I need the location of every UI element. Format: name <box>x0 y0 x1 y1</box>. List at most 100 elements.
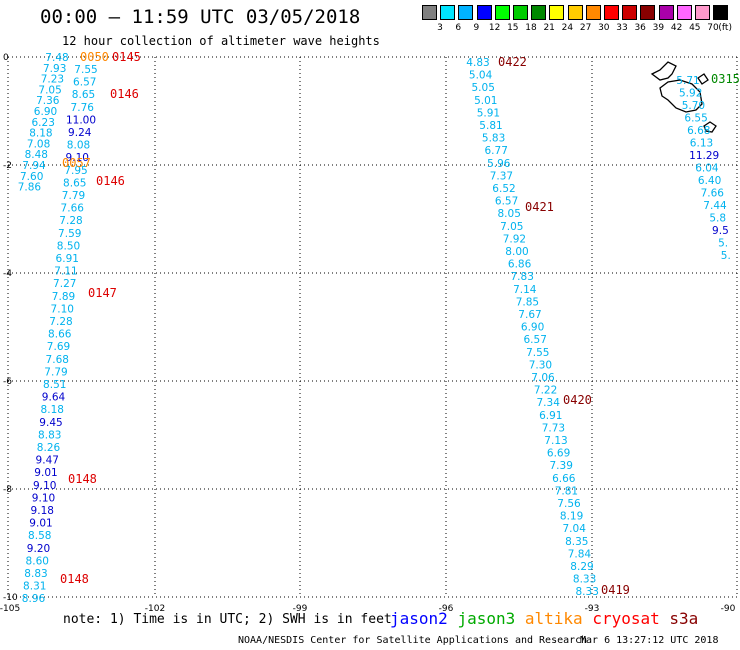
swh-value: 4.83 <box>466 57 489 69</box>
swh-value: 5.01 <box>474 95 497 107</box>
pass-time-label: 0148 <box>68 472 97 486</box>
swh-value: 8.48 <box>25 149 48 161</box>
satellite-name: s3a <box>669 609 699 628</box>
satellite-name: jason3 <box>457 609 525 628</box>
units-note: note: 1) Time is in UTC; 2) SWH is in fe… <box>63 612 392 627</box>
swh-value: 7.79 <box>44 366 67 378</box>
legend-label: 12 <box>488 23 501 33</box>
swh-value: 9.45 <box>39 417 62 429</box>
swh-value: 5.04 <box>469 70 493 82</box>
swh-value: 6.66 <box>552 473 576 485</box>
pass-time-label: 0147 <box>88 286 117 300</box>
swh-value: 7.60 <box>20 171 43 183</box>
swh-value: 7.85 <box>516 296 539 308</box>
swh-value: 8.00 <box>505 246 528 258</box>
swh-value: 8.33 <box>573 574 596 586</box>
swh-value: 8.19 <box>560 511 583 523</box>
swh-value: 7.68 <box>46 354 69 366</box>
swh-value: 9.18 <box>31 505 54 517</box>
island-shape <box>650 61 677 81</box>
lat-label: -8 <box>3 485 12 495</box>
swh-value: 8.50 <box>57 240 80 252</box>
pass-time-label: 0146 <box>96 174 125 188</box>
pass-time-label: 0145 <box>112 50 141 64</box>
swh-value: 7.11 <box>54 266 77 278</box>
legend-swatch <box>494 5 510 20</box>
map-subtitle: 12 hour collection of altimeter wave hei… <box>62 34 380 48</box>
pass-time-label: 0422 <box>498 55 527 69</box>
swh-value: 7.84 <box>568 548 592 560</box>
credit-line: NOAA/NESDIS Center for Satellite Applica… <box>238 635 588 646</box>
pass-time-label: 0421 <box>525 200 554 214</box>
swh-value: 5. <box>721 250 731 262</box>
swh-value: 6.68 <box>687 125 710 137</box>
legend-label: 9 <box>473 23 480 33</box>
swh-value: 8.33 <box>576 586 599 598</box>
galapagos-coastline <box>650 61 717 133</box>
swh-value: 5.96 <box>487 158 511 170</box>
pass-time-label: 0148 <box>60 572 89 586</box>
swh-value: 8.35 <box>565 536 588 548</box>
swh-value: 11.00 <box>66 114 96 126</box>
swh-value: 8.26 <box>37 442 61 454</box>
lat-label: -10 <box>3 593 18 603</box>
swh-value: 7.79 <box>62 190 85 202</box>
satellite-name: altika <box>524 609 593 628</box>
swh-value: 9.5 <box>712 225 729 237</box>
swh-value: 8.83 <box>38 429 61 441</box>
swh-value: 5.92 <box>679 88 702 100</box>
swh-value: 9.01 <box>34 467 57 479</box>
swh-value: 8.96 <box>22 593 46 605</box>
legend-swatch <box>549 5 565 20</box>
swh-value: 6.57 <box>495 196 518 208</box>
swh-value: 7.69 <box>47 341 70 353</box>
legend-swatch <box>476 5 492 20</box>
swh-value: 8.08 <box>67 140 90 152</box>
swh-value: 7.48 <box>45 52 68 64</box>
track-values: 7.487.937.237.057.366.906.238.187.088.48… <box>18 50 740 605</box>
legend-swatch <box>440 5 456 20</box>
swh-value: 7.37 <box>490 170 513 182</box>
legend-swatch <box>604 5 619 20</box>
swh-value: 7.39 <box>550 460 573 472</box>
satellite-name: cryosat <box>592 609 670 628</box>
lat-label: -2 <box>3 161 12 171</box>
legend-swatch <box>567 5 583 20</box>
legend-label: 39 <box>652 23 665 33</box>
lon-label: -96 <box>439 604 454 614</box>
swh-value: 9.10 <box>33 480 56 492</box>
swh-value: 7.66 <box>701 188 725 200</box>
swh-value: 6.23 <box>32 117 55 129</box>
swh-value: 9.01 <box>29 518 52 530</box>
swh-value: 8.18 <box>41 404 64 416</box>
swh-value: 9.20 <box>27 543 50 555</box>
lon-label: -90 <box>721 604 736 614</box>
swh-value: 7.23 <box>41 74 64 86</box>
swh-value: 5.8 <box>709 213 726 225</box>
swh-value: 8.60 <box>26 555 49 567</box>
swh-value: 7.04 <box>563 523 587 535</box>
swh-value: 9.10 <box>32 492 55 504</box>
swh-value: 5.81 <box>479 120 502 132</box>
swh-value: 6.90 <box>521 322 544 334</box>
swh-value: 7.36 <box>36 95 60 107</box>
lat-label: -6 <box>3 377 12 387</box>
swh-value: 7.08 <box>27 138 50 150</box>
pass-time-label: 0420 <box>563 393 592 407</box>
swh-value: 7.95 <box>64 165 87 177</box>
swh-value: 6.57 <box>524 334 547 346</box>
pass-time-label: 0050 <box>80 50 109 64</box>
swh-value: 8.05 <box>498 208 521 220</box>
swh-value: 7.30 <box>529 359 552 371</box>
swh-value: 7.66 <box>61 203 85 215</box>
swh-value: 7.67 <box>518 309 541 321</box>
swh-value: 8.51 <box>43 379 66 391</box>
swh-value: 7.55 <box>526 347 549 359</box>
lat-label: -4 <box>3 269 12 279</box>
swh-value: 7.22 <box>534 385 557 397</box>
legend-label: 30 <box>598 23 610 33</box>
legend-label: 70 <box>707 23 719 33</box>
legend-label: 42 <box>670 23 683 33</box>
swh-value: 8.58 <box>28 530 51 542</box>
